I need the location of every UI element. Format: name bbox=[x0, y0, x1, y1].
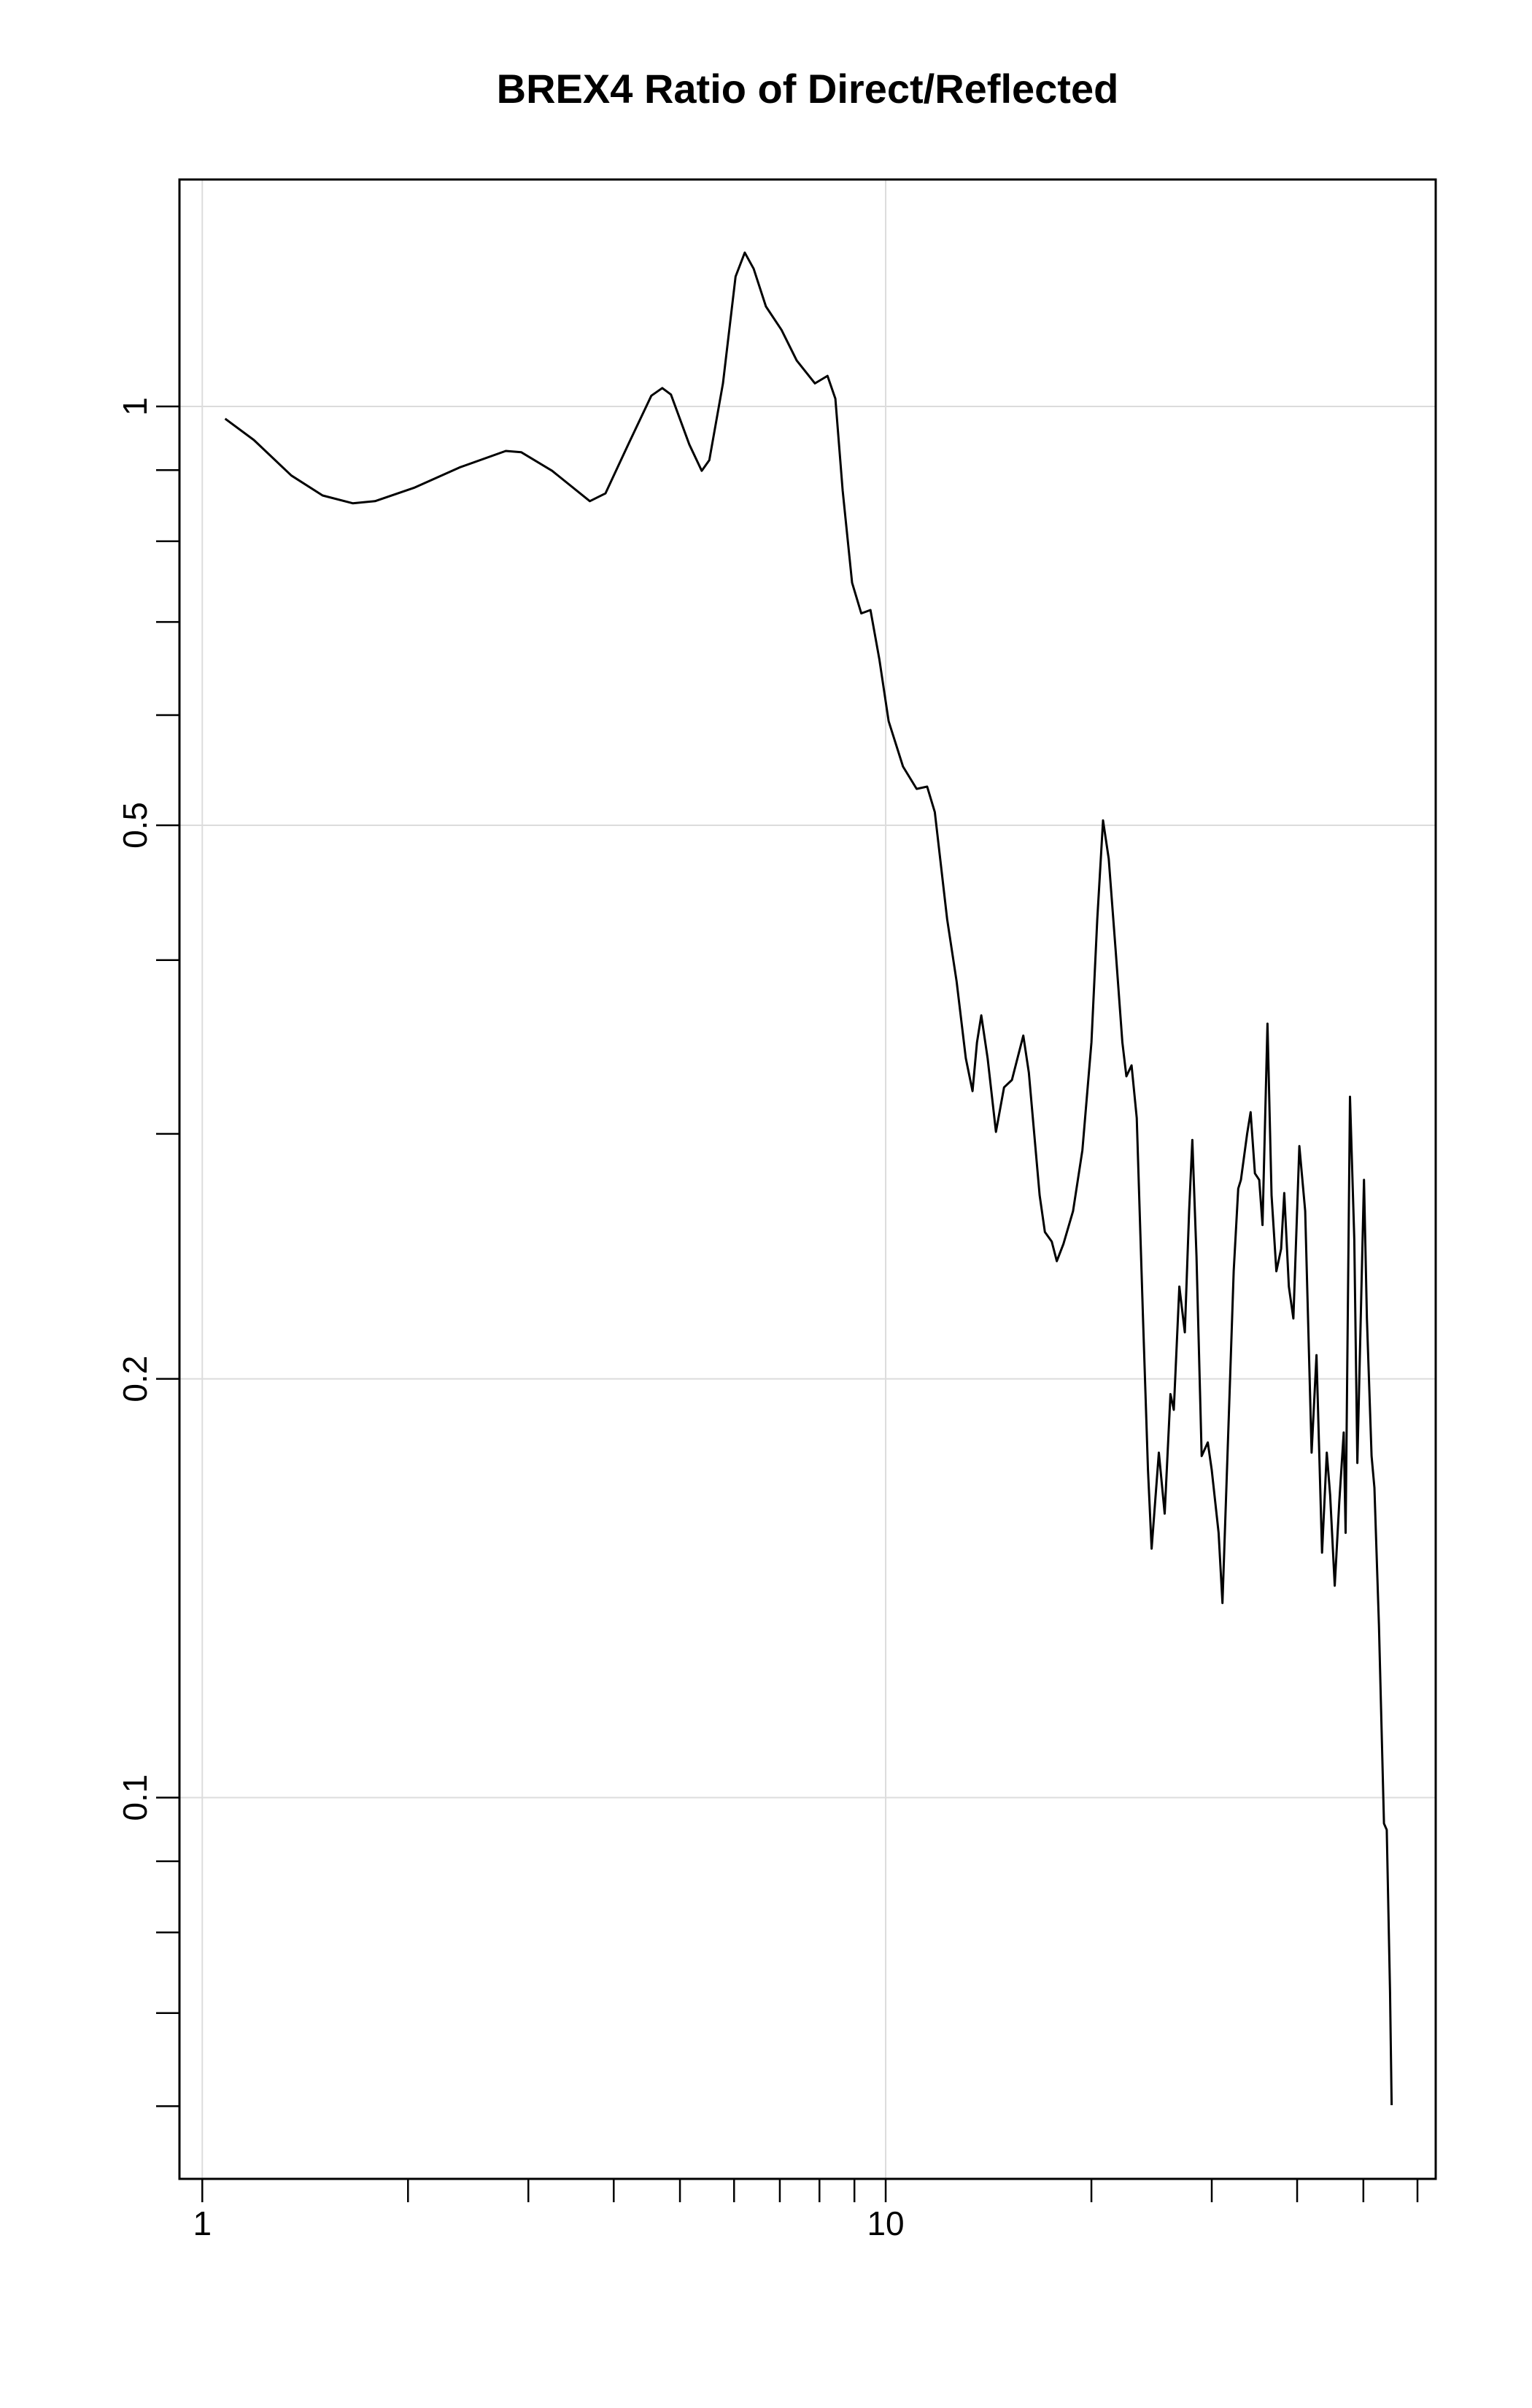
x-tick-label: 10 bbox=[867, 2204, 904, 2242]
y-tick-label: 0.2 bbox=[116, 1356, 154, 1402]
y-tick-label: 0.1 bbox=[116, 1774, 154, 1821]
plot-frame bbox=[178, 178, 1437, 2180]
x-tick-label: 1 bbox=[193, 2204, 212, 2242]
data-line bbox=[224, 251, 1393, 2106]
y-tick-label: 0.5 bbox=[116, 802, 154, 849]
y-tick-label: 1 bbox=[116, 397, 154, 416]
chart-title: BREX4 Ratio of Direct/Reflected bbox=[497, 66, 1119, 112]
